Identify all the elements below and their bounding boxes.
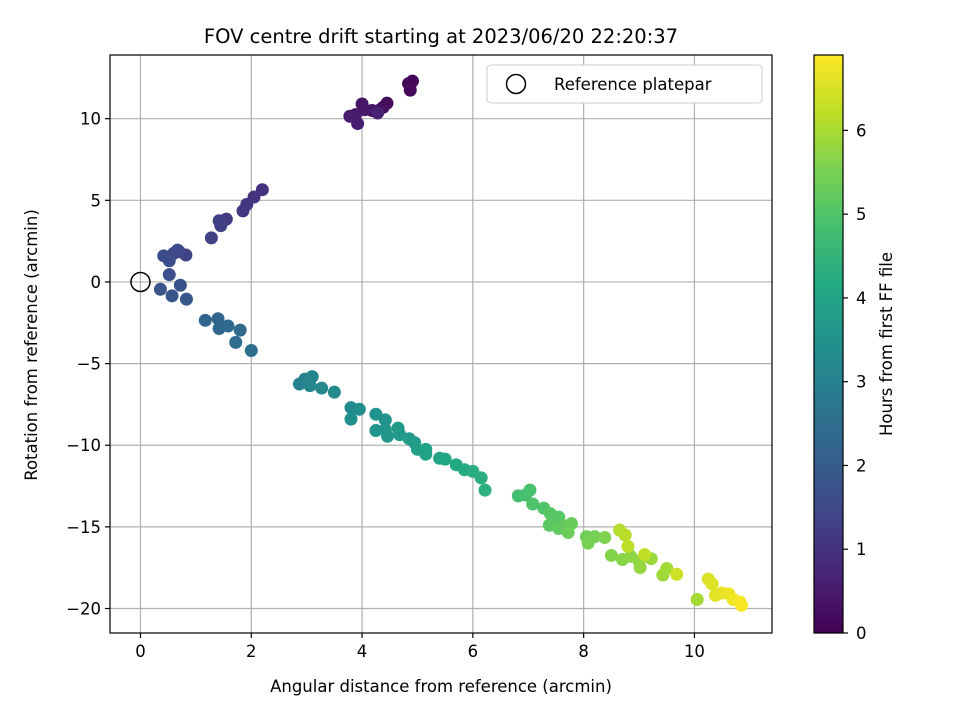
colorbar-frame [813, 54, 844, 634]
legend-label: Reference platepar [554, 75, 712, 94]
data-point [581, 536, 595, 550]
data-point [369, 424, 383, 438]
data-point [621, 539, 635, 553]
data-point [153, 282, 167, 296]
x-tick-label: 2 [246, 642, 257, 661]
y-tick-label: 10 [80, 110, 101, 129]
data-point [474, 471, 488, 485]
data-point [618, 528, 632, 542]
colorbar-tick-label: 6 [856, 121, 867, 140]
colorbar-tick-label: 4 [856, 289, 867, 308]
data-point [244, 344, 258, 358]
colorbar-tick-label: 1 [856, 540, 867, 559]
legend-marker [505, 73, 527, 95]
y-axis: −20 −15 −10 −5 0 5 10 [66, 110, 110, 619]
data-point [561, 526, 575, 540]
data-point [162, 254, 176, 268]
colorbar-tick-label: 0 [856, 624, 867, 643]
plot-frame [109, 54, 773, 634]
data-point [690, 593, 704, 607]
y-tick-label: −5 [77, 355, 101, 374]
data-point [705, 577, 719, 591]
data-point [344, 412, 358, 426]
data-point [371, 106, 385, 120]
legend-box [486, 64, 763, 104]
x-tick-label: 0 [135, 642, 146, 661]
data-point [478, 483, 492, 497]
colorbar-tick-label: 2 [856, 456, 867, 475]
data-point [604, 548, 618, 562]
colorbar-tick-label: 3 [856, 373, 867, 392]
data-point [369, 407, 383, 421]
y-tick-label: −15 [66, 518, 101, 537]
x-tick-label: 8 [578, 642, 589, 661]
data-point [351, 117, 365, 131]
data-point [229, 335, 243, 349]
data-point [303, 379, 317, 393]
data-point [633, 561, 647, 575]
data-point [198, 313, 212, 327]
colorbar-label: Hours from first FF file [877, 252, 896, 436]
data-point [638, 548, 652, 562]
y-tick-label: −10 [66, 436, 101, 455]
data-point [403, 83, 417, 97]
data-point [381, 429, 395, 443]
data-point [171, 243, 185, 257]
data-point [670, 567, 684, 581]
data-point [378, 413, 392, 427]
y-tick-label: 0 [91, 273, 102, 292]
colorbar-tick-label: 5 [856, 205, 867, 224]
data-point [236, 204, 250, 218]
data-point [221, 319, 235, 333]
data-point [214, 219, 228, 233]
data-point [179, 292, 193, 306]
data-point [438, 452, 452, 466]
data-point [165, 289, 179, 303]
y-tick-label: 5 [91, 191, 102, 210]
data-point [204, 231, 218, 245]
x-tick-label: 6 [468, 642, 479, 661]
data-point [233, 323, 247, 337]
x-tick-label: 10 [684, 642, 705, 661]
data-point [552, 510, 566, 524]
data-point [735, 598, 749, 612]
data-point [211, 312, 225, 326]
data-point [352, 402, 366, 416]
data-point [526, 497, 540, 511]
data-point [598, 530, 612, 544]
x-axis: 0 2 4 6 8 10 [135, 633, 705, 661]
data-point [419, 447, 433, 461]
y-axis-label: Rotation from reference (arcmin) [22, 209, 41, 481]
plot-area [153, 74, 749, 612]
data-point [162, 268, 176, 282]
chart-title: FOV centre drift starting at 2023/06/20 … [204, 25, 678, 48]
reference-marker [130, 271, 151, 293]
x-tick-label: 4 [357, 642, 368, 661]
data-point [660, 562, 674, 576]
data-point [255, 183, 269, 197]
y-tick-label: −20 [66, 600, 101, 619]
data-point [523, 483, 537, 497]
colorbar-ticks: 0 1 2 3 4 5 6 [843, 121, 867, 643]
colorbar: 0 1 2 3 4 5 6 Hours from first FF file [813, 54, 896, 643]
data-point [315, 381, 329, 395]
data-point [327, 385, 341, 399]
x-axis-label: Angular distance from reference (arcmin) [270, 677, 612, 696]
legend: Reference platepar [486, 64, 763, 104]
grid [110, 55, 772, 633]
data-point [173, 278, 187, 292]
colorbar-gradient [814, 55, 843, 633]
